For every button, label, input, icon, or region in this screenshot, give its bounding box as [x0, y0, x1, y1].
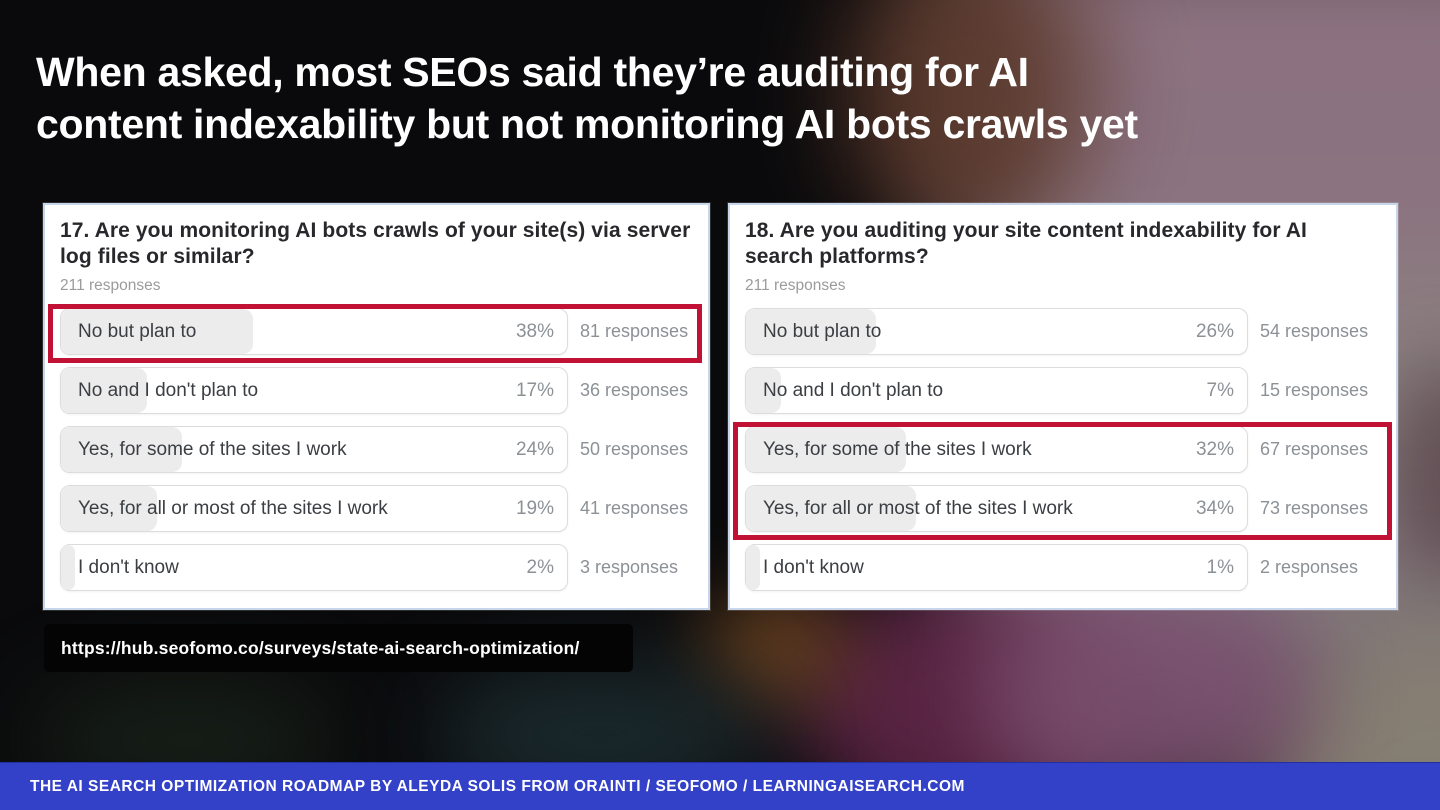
- answer-pill: Yes, for some of the sites I work 24%: [60, 426, 568, 474]
- answer-percent: 7%: [1206, 379, 1234, 401]
- answer-bar: [61, 486, 158, 532]
- answer-percent: 19%: [515, 497, 554, 519]
- answer-row: Yes, for all or most of the sites I work…: [60, 485, 693, 533]
- answer-row: Yes, for all or most of the sites I work…: [745, 485, 1381, 533]
- slide-title: When asked, most SEOs said they’re audit…: [36, 47, 1138, 150]
- source-url-text[interactable]: https://hub.seofomo.co/surveys/state-ai-…: [61, 637, 580, 658]
- answer-responses: 41 responses: [580, 498, 689, 519]
- answer-percent: 34%: [1195, 497, 1234, 519]
- answer-responses: 81 responses: [580, 321, 689, 342]
- answer-pill: No and I don't plan to 17%: [60, 367, 568, 415]
- answer-label: No and I don't plan to: [78, 379, 259, 401]
- source-url-bar[interactable]: https://hub.seofomo.co/surveys/state-ai-…: [44, 624, 633, 672]
- answer-percent: 26%: [1195, 320, 1234, 342]
- answer-pill: I don't know 1%: [745, 544, 1248, 592]
- answer-row: No but plan to 38% 81 responses: [60, 308, 693, 356]
- answer-label: No but plan to: [78, 320, 197, 342]
- responses-total: 211 responses: [60, 277, 161, 295]
- answer-rows: No but plan to 26% 54 responses No and I…: [745, 308, 1381, 592]
- answer-row: I don't know 1% 2 responses: [745, 544, 1381, 592]
- answer-bar: [61, 427, 183, 473]
- answer-row: I don't know 2% 3 responses: [60, 544, 693, 592]
- answer-label: Yes, for all or most of the sites I work: [763, 497, 1073, 519]
- answer-percent: 17%: [515, 379, 554, 401]
- answer-percent: 32%: [1195, 438, 1234, 460]
- answer-percent: 1%: [1206, 556, 1234, 578]
- survey-card-q18: 18. Are you auditing your site content i…: [728, 203, 1398, 610]
- slide-title-line-1: When asked, most SEOs said they’re audit…: [36, 49, 1029, 96]
- slide-title-line-2: content indexability but not monitoring …: [36, 100, 1138, 147]
- answer-bar: [61, 309, 254, 355]
- answer-responses: 73 responses: [1260, 498, 1369, 519]
- answer-pill: Yes, for some of the sites I work 32%: [745, 426, 1248, 474]
- survey-card-q17: 17. Are you monitoring AI bots crawls of…: [43, 203, 710, 610]
- answer-bar: [746, 368, 782, 414]
- answer-label: No and I don't plan to: [763, 379, 944, 401]
- answer-pill: Yes, for all or most of the sites I work…: [60, 485, 568, 533]
- answer-responses: 3 responses: [580, 557, 679, 578]
- answer-bar: [746, 309, 877, 355]
- answer-label: I don't know: [78, 556, 179, 578]
- answer-label: Yes, for some of the sites I work: [78, 438, 347, 460]
- answer-row: Yes, for some of the sites I work 32% 67…: [745, 426, 1381, 474]
- answer-responses: 54 responses: [1260, 321, 1369, 342]
- answer-pill: No but plan to 26%: [745, 308, 1248, 356]
- answer-bar: [61, 368, 148, 414]
- answer-row: No and I don't plan to 7% 15 responses: [745, 367, 1381, 415]
- answer-percent: 2%: [526, 556, 554, 578]
- footer-bar: THE AI SEARCH OPTIMIZATION ROADMAP BY AL…: [0, 762, 1440, 810]
- answer-responses: 50 responses: [580, 439, 689, 460]
- answer-responses: 2 responses: [1260, 557, 1359, 578]
- answer-bar: [746, 427, 907, 473]
- question-title: 18. Are you auditing your site content i…: [745, 219, 1307, 269]
- answer-label: I don't know: [763, 556, 864, 578]
- responses-total: 211 responses: [745, 277, 846, 295]
- answer-responses: 15 responses: [1260, 380, 1369, 401]
- answer-responses: 67 responses: [1260, 439, 1369, 460]
- answer-row: Yes, for some of the sites I work 24% 50…: [60, 426, 693, 474]
- answer-row: No but plan to 26% 54 responses: [745, 308, 1381, 356]
- answer-row: No and I don't plan to 17% 36 responses: [60, 367, 693, 415]
- answer-pill: Yes, for all or most of the sites I work…: [745, 485, 1248, 533]
- answer-bar: [746, 545, 760, 591]
- answer-pill: No but plan to 38%: [60, 308, 568, 356]
- answer-bar: [61, 545, 75, 591]
- answer-label: Yes, for some of the sites I work: [763, 438, 1032, 460]
- answer-rows: No but plan to 38% 81 responses No and I…: [60, 308, 693, 592]
- answer-pill: I don't know 2%: [60, 544, 568, 592]
- answer-label: No but plan to: [763, 320, 882, 342]
- answer-label: Yes, for all or most of the sites I work: [78, 497, 388, 519]
- answer-pill: No and I don't plan to 7%: [745, 367, 1248, 415]
- footer-text: THE AI SEARCH OPTIMIZATION ROADMAP BY AL…: [30, 777, 965, 795]
- answer-percent: 38%: [515, 320, 554, 342]
- question-title: 17. Are you monitoring AI bots crawls of…: [60, 219, 691, 269]
- answer-bar: [746, 486, 917, 532]
- answer-responses: 36 responses: [580, 380, 689, 401]
- answer-percent: 24%: [515, 438, 554, 460]
